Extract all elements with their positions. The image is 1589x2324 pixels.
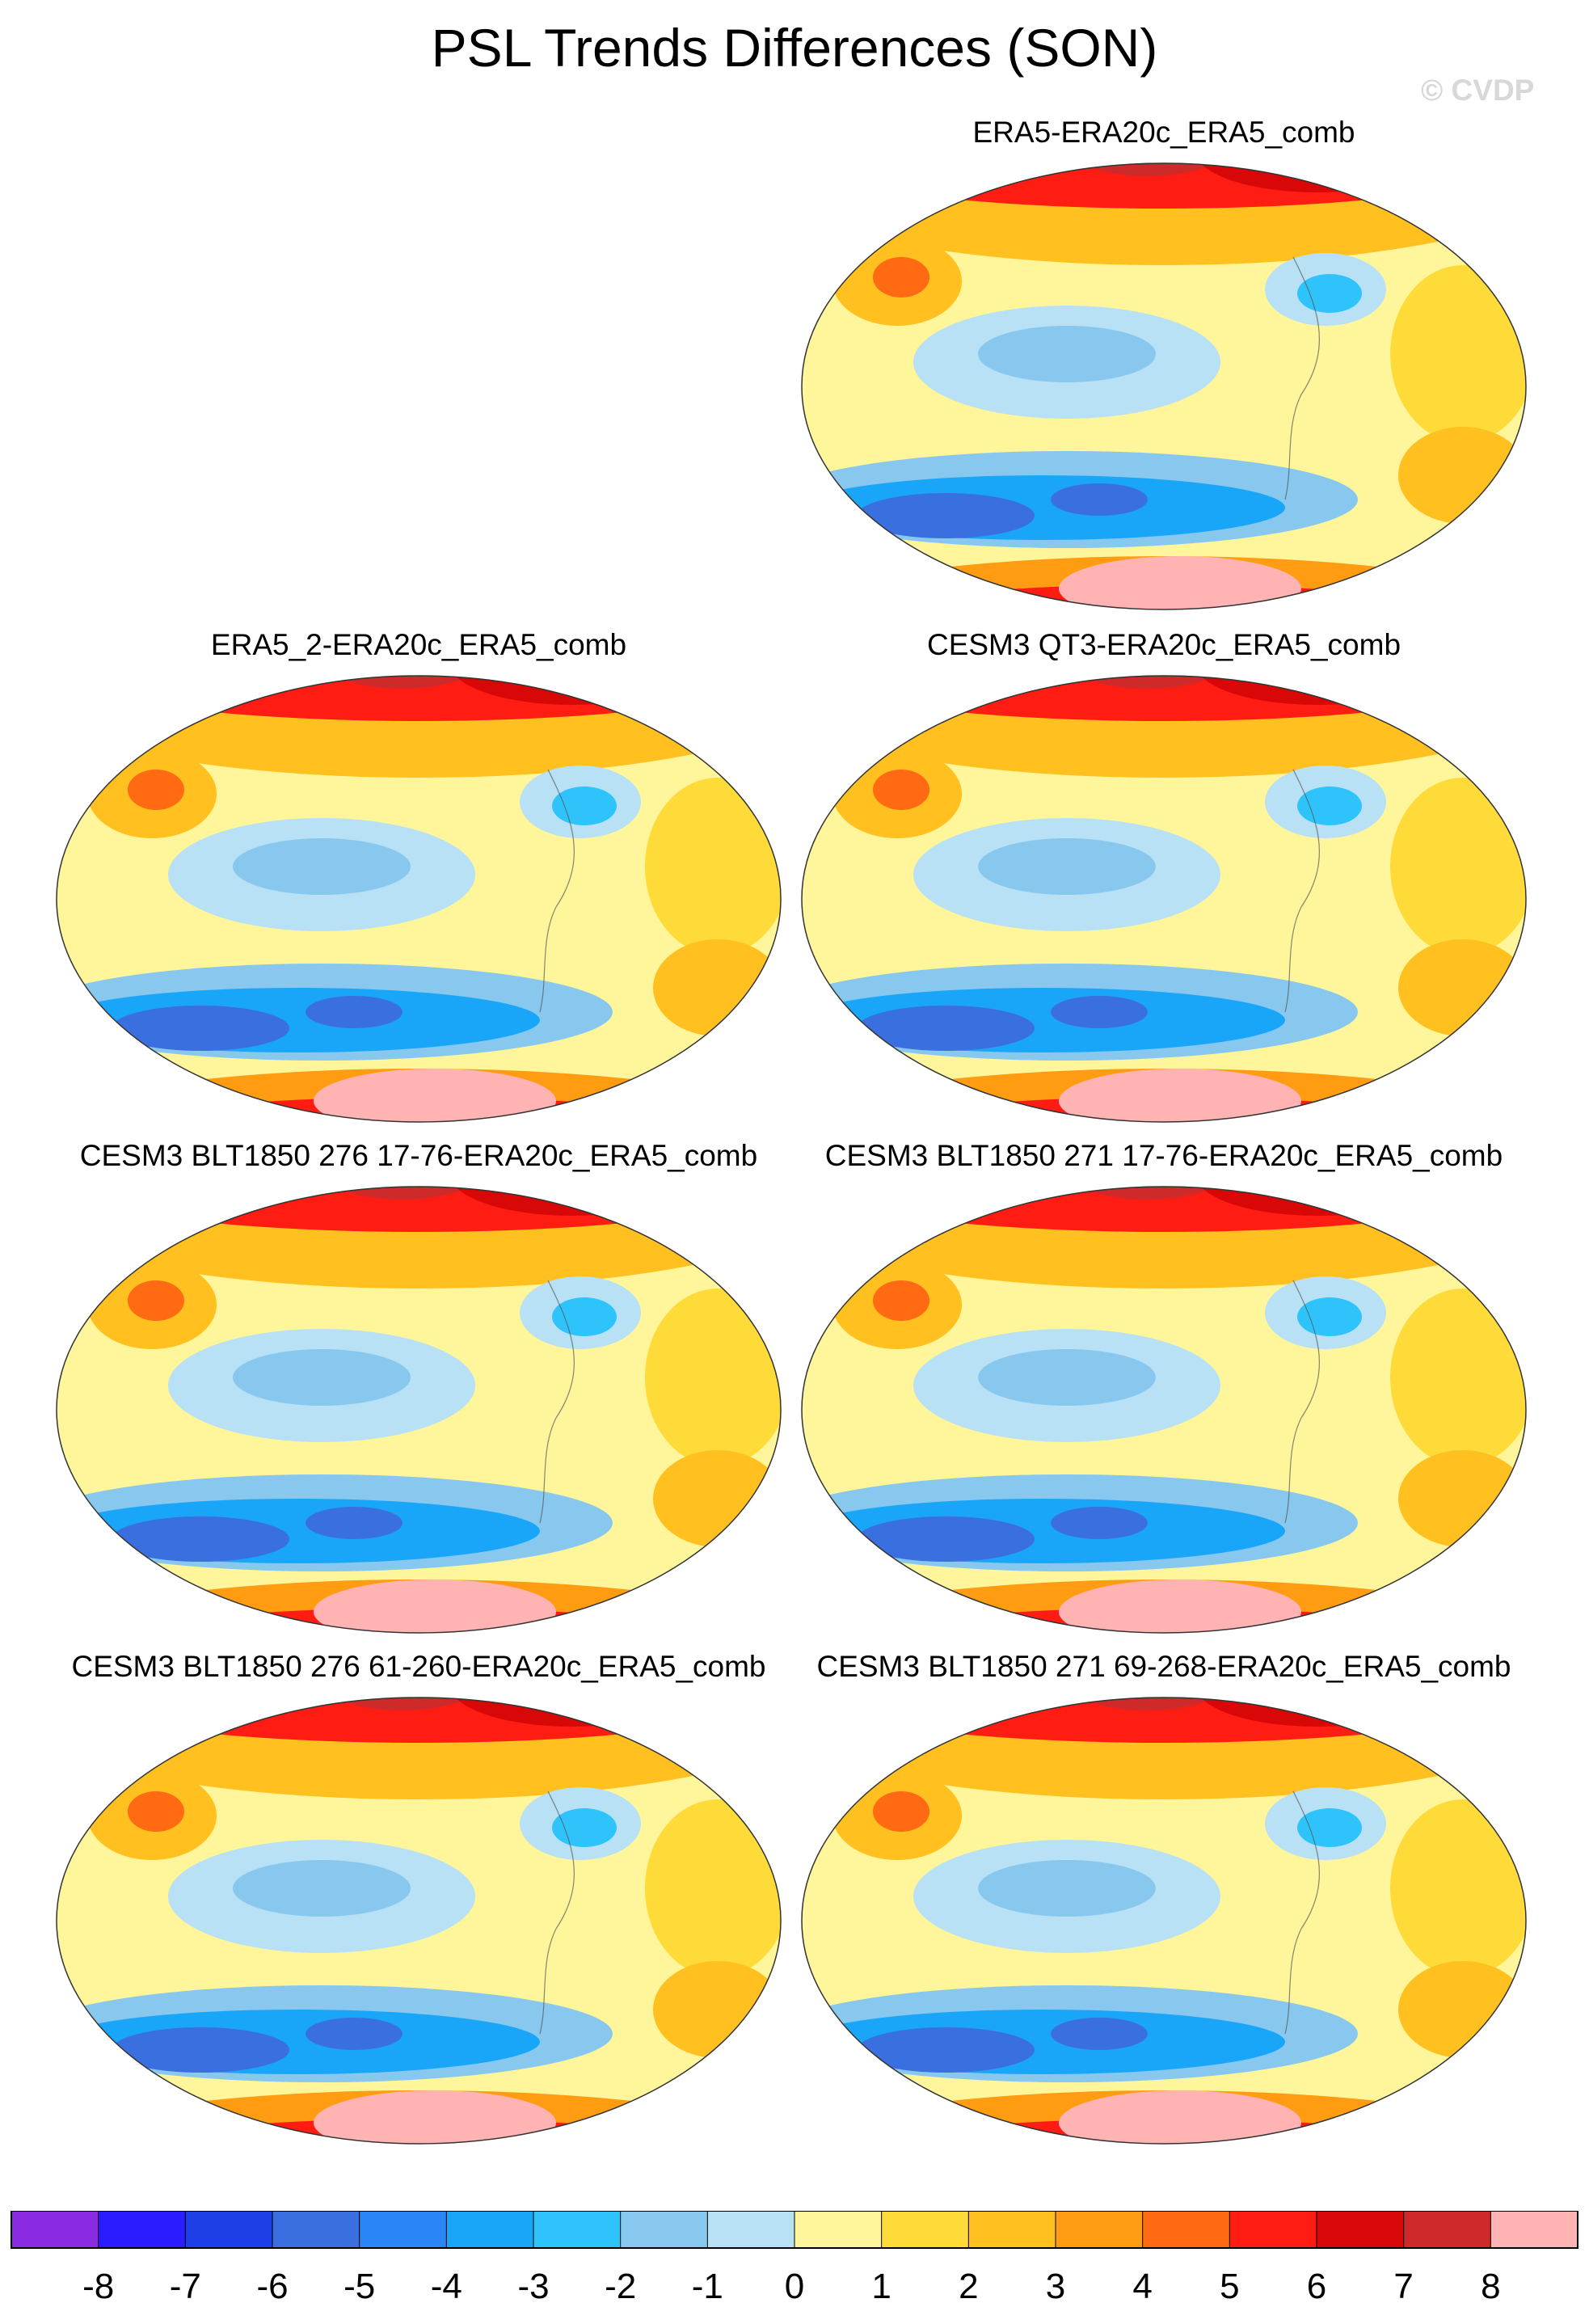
- colorbar-tick-label: -5: [344, 2267, 375, 2306]
- colorbar-box: [272, 2211, 360, 2248]
- colorbar-box: [1403, 2211, 1491, 2248]
- colorbar-tick-label: 6: [1307, 2267, 1326, 2306]
- panel-title: CESM3 BLT1850 271 69-268-ERA20c_ERA5_com…: [816, 1650, 1511, 1683]
- colorbar-tick-label: -8: [82, 2267, 114, 2306]
- colorbar-tick-label: 1: [871, 2267, 891, 2306]
- map-border: [801, 1697, 1527, 2145]
- coastline: [539, 1790, 575, 2035]
- colorbar-box: [359, 2211, 447, 2248]
- world-map: [56, 675, 782, 1123]
- trend-field: [57, 1698, 781, 2144]
- colorbar-tick-label: -6: [256, 2267, 288, 2306]
- colorbar-tick-label: -2: [605, 2267, 636, 2306]
- panel-title: CESM3 BLT1850 276 61-260-ERA20c_ERA5_com…: [71, 1650, 766, 1683]
- colorbar-tick-label: 5: [1220, 2267, 1239, 2306]
- colorbar-box: [794, 2211, 883, 2248]
- colorbar-tick-label: 8: [1481, 2267, 1500, 2306]
- colorbar-box: [1317, 2211, 1405, 2248]
- map-border: [56, 675, 782, 1123]
- world-map: [801, 1697, 1527, 2145]
- map-border: [56, 1186, 782, 1634]
- world-map: [801, 162, 1527, 610]
- colorbar-box: [968, 2211, 1056, 2248]
- colorbar-box: [446, 2211, 534, 2248]
- map-border: [801, 1186, 1527, 1634]
- colorbar-box: [1056, 2211, 1144, 2248]
- colorbar-box: [11, 2211, 99, 2248]
- colorbar-tick-label: -7: [170, 2267, 201, 2306]
- colorbar-box: [881, 2211, 969, 2248]
- world-map: [56, 1697, 782, 2145]
- colorbar-box: [1490, 2211, 1578, 2248]
- colorbar-tick-label: -3: [517, 2267, 549, 2306]
- colorbar-box: [707, 2211, 795, 2248]
- map-border: [56, 1697, 782, 2145]
- coastline: [1284, 256, 1320, 500]
- colorbar-box: [98, 2211, 186, 2248]
- world-map: [801, 675, 1527, 1123]
- colorbar-tick-label: 2: [959, 2267, 978, 2306]
- world-map: [801, 1186, 1527, 1634]
- coastline: [1284, 1790, 1320, 2035]
- colorbar-tick-label: 0: [785, 2267, 804, 2306]
- colorbar-tick-label: -1: [692, 2267, 723, 2306]
- panel-title: CESM3 QT3-ERA20c_ERA5_comb: [926, 628, 1401, 661]
- coastline: [1284, 769, 1320, 1013]
- colorbar-box: [533, 2211, 622, 2248]
- watermark: © CVDP: [1421, 74, 1535, 107]
- colorbar-tick-label: 7: [1393, 2267, 1413, 2306]
- colorbar-tick-label: 3: [1046, 2267, 1065, 2306]
- panel-title: ERA5_2-ERA20c_ERA5_comb: [210, 628, 627, 661]
- coastline: [539, 769, 575, 1013]
- colorbar-tick-label: 4: [1132, 2267, 1152, 2306]
- colorbar-tick-label: -4: [431, 2267, 462, 2306]
- colorbar-box: [1229, 2211, 1317, 2248]
- panel-title: CESM3 BLT1850 276 17-76-ERA20c_ERA5_comb: [79, 1139, 758, 1172]
- map-border: [801, 675, 1527, 1123]
- coastline: [539, 1280, 575, 1524]
- colorbar-box: [1142, 2211, 1230, 2248]
- colorbar-box: [620, 2211, 708, 2248]
- panel-title: CESM3 BLT1850 271 17-76-ERA20c_ERA5_comb: [824, 1139, 1503, 1172]
- coastline: [1284, 1280, 1320, 1524]
- colorbar-box: [185, 2211, 273, 2248]
- world-map: [56, 1186, 782, 1634]
- panel-title: ERA5-ERA20c_ERA5_comb: [972, 116, 1355, 149]
- map-border: [801, 162, 1527, 610]
- colorbar: -8 -7 -6 -5 -4 -3 -2 -1 0 1 2 3 4 5 6 7 8: [11, 2211, 1578, 2306]
- page-title: PSL Trends Differences (SON): [431, 18, 1158, 78]
